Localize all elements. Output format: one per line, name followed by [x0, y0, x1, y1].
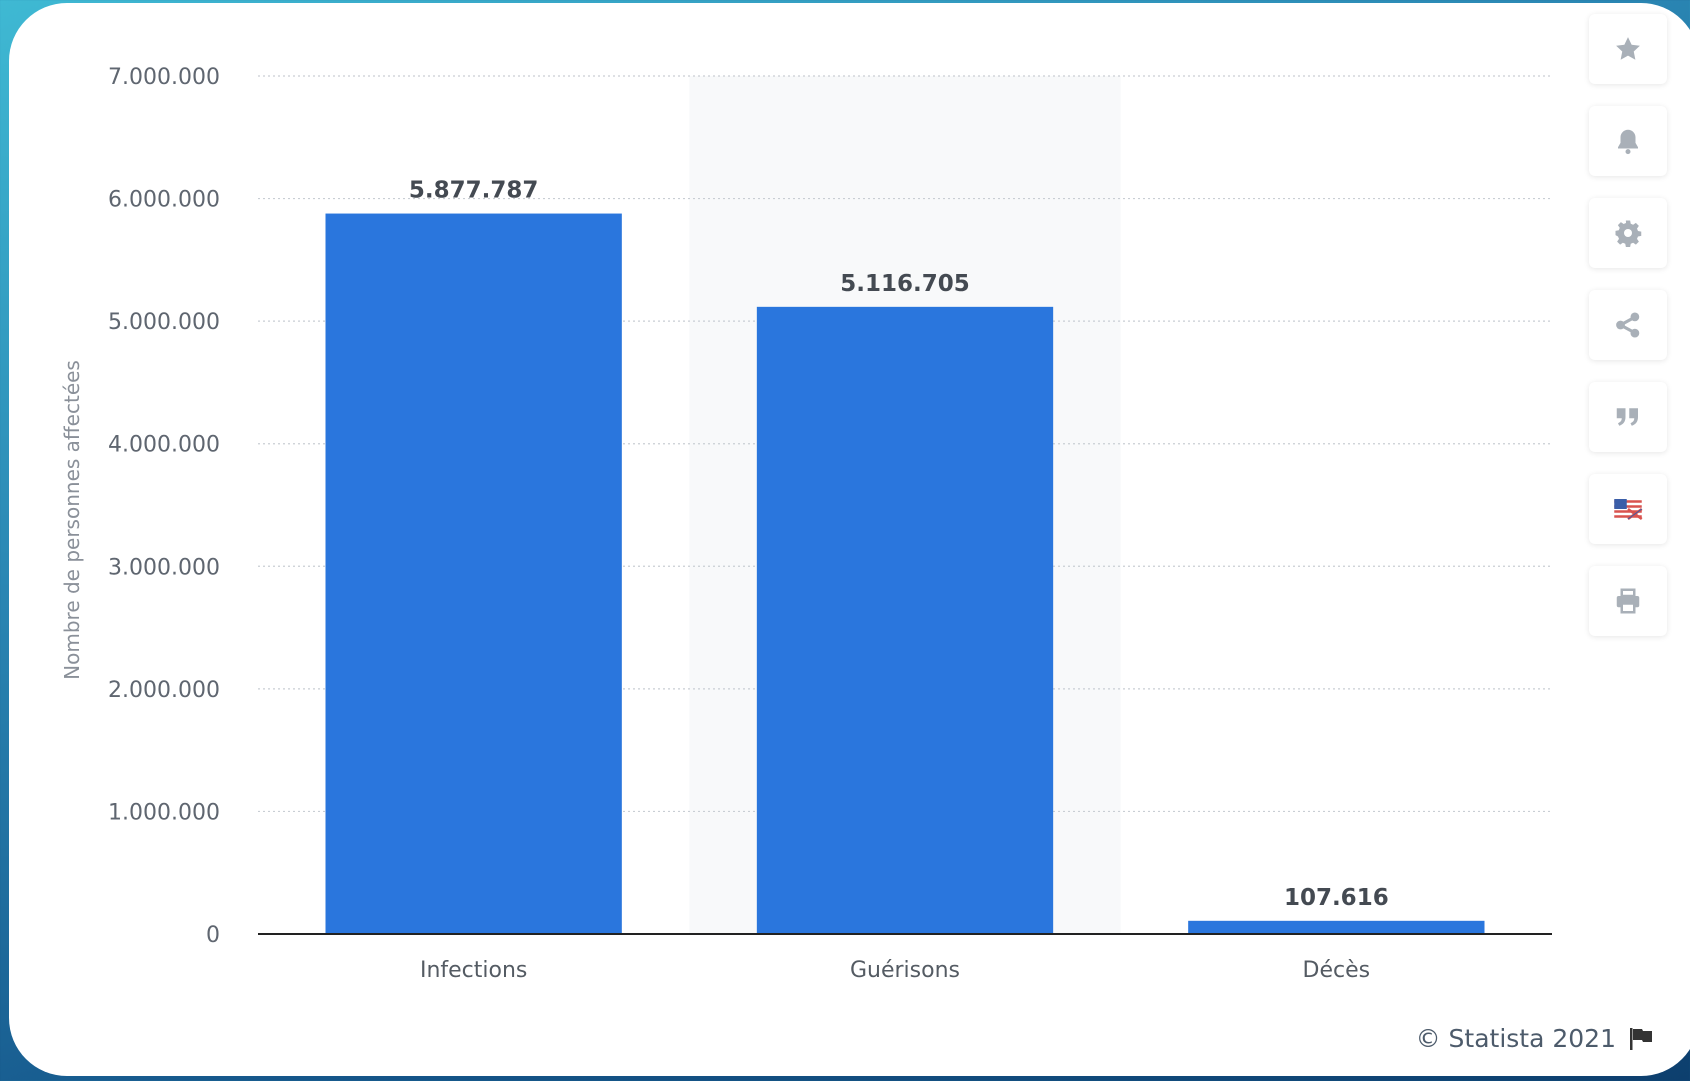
star-icon	[1616, 37, 1640, 60]
gear-icon	[1615, 220, 1642, 247]
y-tick-label: 0	[206, 923, 220, 948]
flag-icon	[1630, 1027, 1652, 1050]
flag-us-uk-icon	[1614, 499, 1643, 521]
data-label: 5.877.787	[409, 178, 539, 204]
y-axis-label: Nombre de personnes affectées	[60, 360, 84, 680]
print-button[interactable]	[1589, 566, 1667, 636]
notification-button[interactable]	[1589, 106, 1667, 176]
bars	[325, 213, 1485, 935]
share-button[interactable]	[1589, 290, 1667, 360]
category-label: Infections	[420, 958, 527, 983]
y-tick-label: 5.000.000	[108, 310, 220, 335]
share-icon	[1616, 312, 1640, 338]
bell-icon	[1618, 129, 1638, 155]
credit-text: © Statista 2021	[1415, 1024, 1616, 1053]
favorite-button[interactable]	[1589, 14, 1667, 84]
data-labels: 5.877.787 5.116.705 107.616	[409, 178, 1389, 911]
language-button[interactable]	[1589, 474, 1667, 544]
y-tick-label: 6.000.000	[108, 188, 220, 213]
category-label: Décès	[1303, 958, 1371, 983]
category-labels: Infections Guérisons Décès	[420, 958, 1370, 983]
bar[interactable]	[1188, 920, 1485, 934]
y-tick-labels: 0 1.000.000 2.000.000 3.000.000 4.000.000 5.0…	[108, 65, 220, 948]
quote-icon	[1616, 408, 1638, 426]
bar[interactable]	[325, 213, 622, 934]
cite-button[interactable]	[1589, 382, 1667, 452]
data-label: 107.616	[1284, 885, 1389, 911]
bar[interactable]	[756, 306, 1054, 935]
category-label: Guérisons	[850, 958, 960, 983]
copyright-credit[interactable]: © Statista 2021	[1416, 1024, 1654, 1053]
y-tick-label: 2.000.000	[108, 678, 220, 703]
print-icon	[1616, 588, 1640, 614]
settings-button[interactable]	[1589, 198, 1667, 268]
data-label: 5.116.705	[840, 271, 970, 297]
y-tick-label: 1.000.000	[108, 800, 220, 825]
y-tick-label: 7.000.000	[108, 65, 220, 90]
y-tick-label: 4.000.000	[108, 433, 220, 458]
y-tick-label: 3.000.000	[108, 555, 220, 580]
chart-toolbar	[1589, 14, 1667, 658]
